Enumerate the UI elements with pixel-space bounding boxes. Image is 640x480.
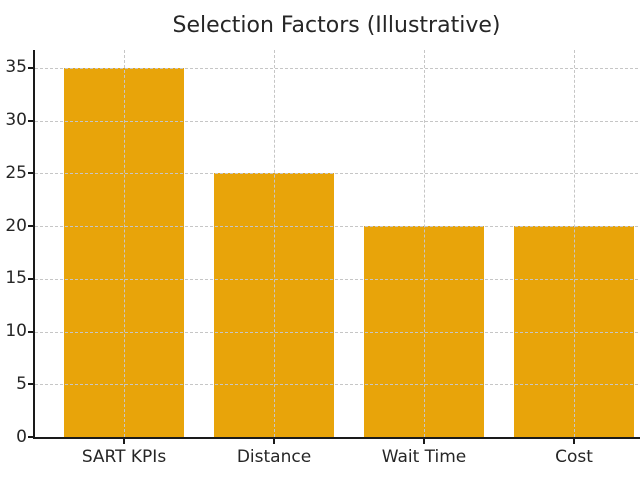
- chart-title: Selection Factors (Illustrative): [172, 13, 501, 38]
- x-tick-mark: [423, 439, 425, 444]
- y-tick-label: 0: [16, 426, 27, 447]
- y-tick-mark: [28, 119, 33, 122]
- h-gridline: [35, 331, 638, 333]
- y-tick-mark: [28, 330, 33, 333]
- x-tick-mark: [123, 439, 125, 444]
- v-gridline: [424, 50, 425, 437]
- x-axis-spine: [33, 437, 640, 439]
- h-gridline: [35, 120, 638, 122]
- y-tick-label: 20: [5, 215, 27, 236]
- plot-area: 0 5 10 15 20 25 30 35 SART KPIs Distance Wait Time…: [5, 50, 640, 467]
- x-tick-mark: [273, 439, 275, 444]
- h-gridline: [35, 173, 638, 175]
- v-gridline: [124, 50, 125, 437]
- y-tick-label: 15: [5, 268, 27, 289]
- x-tick-mark: [573, 439, 575, 444]
- x-tick-label: Wait Time: [381, 447, 467, 467]
- y-tick-mark: [28, 225, 33, 228]
- h-gridline: [35, 278, 638, 280]
- y-tick-label: 5: [16, 373, 27, 394]
- y-tick-mark: [28, 277, 33, 280]
- v-gridline: [574, 50, 575, 437]
- x-tick-label: SART KPIs: [81, 447, 167, 467]
- y-tick-label: 10: [5, 321, 27, 342]
- y-tick-mark: [28, 172, 33, 175]
- x-tick-label: Distance: [236, 447, 312, 467]
- y-tick-label: 35: [5, 57, 27, 78]
- y-tick-mark: [28, 66, 33, 69]
- y-tick-label: 25: [5, 162, 27, 183]
- y-axis-spine: [33, 50, 35, 439]
- x-tick-label: Cost: [555, 447, 593, 467]
- y-tick-label: 30: [5, 110, 27, 131]
- v-gridline: [274, 50, 275, 437]
- y-tick-mark: [28, 383, 33, 386]
- h-gridline: [35, 226, 638, 228]
- h-gridline: [35, 384, 638, 386]
- h-gridline: [35, 67, 638, 69]
- y-tick-mark: [28, 436, 33, 438]
